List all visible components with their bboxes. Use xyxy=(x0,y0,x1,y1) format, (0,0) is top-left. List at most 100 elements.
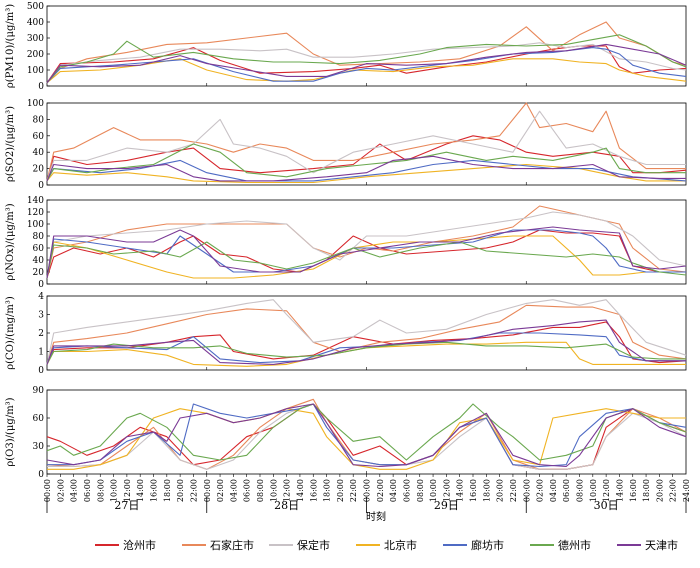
x-tick-label: 04:00 xyxy=(229,479,238,502)
x-tick-label: 14:00 xyxy=(456,479,465,502)
x-tick-label: 16:00 xyxy=(309,479,318,502)
y-tick-label: 400 xyxy=(27,18,44,28)
x-axis: 00:00 02:00 04:00 06:00 08:00 10:00 12:00 14:00… xyxy=(43,474,691,513)
x-tick-label: 06:00 xyxy=(83,479,92,502)
legend-item: 廊坊市 xyxy=(443,538,504,552)
x-tick-label: 02:00 xyxy=(376,479,385,502)
x-tick-label: 22:00 xyxy=(349,479,358,502)
x-tick-label: 16:00 xyxy=(150,479,159,502)
x-tick-label: 10:00 xyxy=(429,479,438,502)
y-tick-label: 100 xyxy=(27,220,44,230)
x-tick-label: 22:00 xyxy=(509,479,518,502)
legend-label: 保定市 xyxy=(297,538,330,552)
y-tick-label: 0 xyxy=(38,82,44,92)
y-tick-label: 4 xyxy=(38,292,44,302)
legend: 沧州市 石家庄市 保定市 北京市 廊坊市 德州市 天津市 xyxy=(95,538,678,552)
series-line-石家庄市 xyxy=(46,102,686,182)
chart-panels: 0100200300400500ρ(PM10)/(μg/m³)020406080… xyxy=(5,2,687,480)
legend-label: 廊坊市 xyxy=(471,538,504,552)
legend-item: 沧州市 xyxy=(95,538,156,552)
series-line-保定市 xyxy=(46,211,687,279)
x-tick-label: 18:00 xyxy=(642,479,651,502)
series-line-保定市 xyxy=(46,110,686,182)
x-tick-label: 10:00 xyxy=(110,479,119,502)
x-tick-label: 14:00 xyxy=(136,479,145,502)
series-line-沧州市 xyxy=(46,403,687,470)
series-line-保定市 xyxy=(46,42,687,84)
series-line-天津市 xyxy=(46,226,687,279)
x-tick-label: 08:00 xyxy=(256,479,265,502)
y-tick-label: 60 xyxy=(33,244,45,254)
series-line-德州市 xyxy=(46,341,686,365)
x-tick-label: 22:00 xyxy=(669,479,678,502)
series-line-沧州市 xyxy=(46,321,687,365)
x-tick-label: 02:00 xyxy=(536,479,545,502)
x-tick-label: 06:00 xyxy=(402,479,411,502)
series-line-德州市 xyxy=(46,241,687,279)
legend-item: 石家庄市 xyxy=(182,538,254,552)
y-tick-label: 3 xyxy=(38,311,44,321)
y-tick-label: 0 xyxy=(38,181,44,191)
y-tick-label: 200 xyxy=(27,50,44,60)
series-line-保定市 xyxy=(47,403,687,470)
day-label: 30日 xyxy=(594,499,619,512)
y-tick-label: 100 xyxy=(27,99,44,109)
x-tick-label: 04:00 xyxy=(549,479,558,502)
x-tick-label: 06:00 xyxy=(562,479,571,502)
x-tick-label: 14:00 xyxy=(296,479,305,502)
x-tick-label: 14:00 xyxy=(615,479,624,502)
y-tick-label: 80 xyxy=(33,115,45,125)
series-line-廊坊市 xyxy=(46,332,686,365)
series-line-天津市 xyxy=(46,319,686,365)
legend-item: 保定市 xyxy=(269,538,330,552)
y-tick-label: 2 xyxy=(38,329,44,339)
x-tick-label: 16:00 xyxy=(629,479,638,502)
legend-label: 天津市 xyxy=(645,538,678,552)
series-line-天津市 xyxy=(46,43,687,84)
y-tick-label: 20 xyxy=(33,165,45,175)
x-tick-label-end: 24:00 xyxy=(682,479,691,502)
panel-nox: 0 20 40 60 80 100 120 140 ρ(NOx)/(μg/m³) xyxy=(5,196,687,290)
x-tick-label: 08:00 xyxy=(96,479,105,502)
x-tick-label: 18:00 xyxy=(163,479,172,502)
y-axis-title: ρ(CO)/(mg/m³) xyxy=(5,296,16,370)
y-axis-title: ρ(SO2)/(μg/m³) xyxy=(5,106,16,182)
x-tick-label: 02:00 xyxy=(216,479,225,502)
day-label: 27日 xyxy=(114,499,139,512)
legend-label: 沧州市 xyxy=(123,538,156,552)
x-tick-label: 04:00 xyxy=(70,479,79,502)
x-tick-label: 18:00 xyxy=(482,479,491,502)
x-tick-label: 10:00 xyxy=(269,479,278,502)
series-line-德州市 xyxy=(46,403,687,461)
x-tick-label: 08:00 xyxy=(416,479,425,502)
legend-label: 北京市 xyxy=(384,538,417,552)
x-tick-label: 04:00 xyxy=(389,479,398,502)
series-line-廊坊市 xyxy=(47,403,687,468)
x-tick-label: 12:00 xyxy=(602,479,611,502)
series-line-德州市 xyxy=(46,34,687,84)
x-tick-label: 12:00 xyxy=(123,479,132,502)
y-tick-label: 300 xyxy=(27,34,44,44)
panel-co: 0 1 2 3 4 ρ(CO)/(mg/m³) xyxy=(5,292,687,376)
series-line-廊坊市 xyxy=(46,47,687,84)
series-line-天津市 xyxy=(46,403,687,468)
series-line-北京市 xyxy=(47,408,686,470)
series-line-北京市 xyxy=(46,235,686,279)
x-tick-label: 12:00 xyxy=(283,479,292,502)
x-tick-label: 16:00 xyxy=(469,479,478,502)
series-line-石家庄市 xyxy=(46,21,687,84)
y-tick-label: 140 xyxy=(27,196,44,206)
legend-item: 德州市 xyxy=(530,538,591,552)
x-tick-label: 20:00 xyxy=(496,479,505,502)
y-tick-label: 30 xyxy=(33,442,45,452)
y-tick-label: 0 xyxy=(38,470,44,480)
x-tick-label: 06:00 xyxy=(243,479,252,502)
y-tick-label: 60 xyxy=(33,414,45,424)
y-tick-label: 1 xyxy=(38,348,44,358)
x-tick-label: 02:00 xyxy=(56,479,65,502)
x-tick-label: 08:00 xyxy=(576,479,585,502)
day-label: 28日 xyxy=(274,499,299,512)
series-line-北京市 xyxy=(46,163,686,184)
y-tick-label: 40 xyxy=(33,256,45,266)
